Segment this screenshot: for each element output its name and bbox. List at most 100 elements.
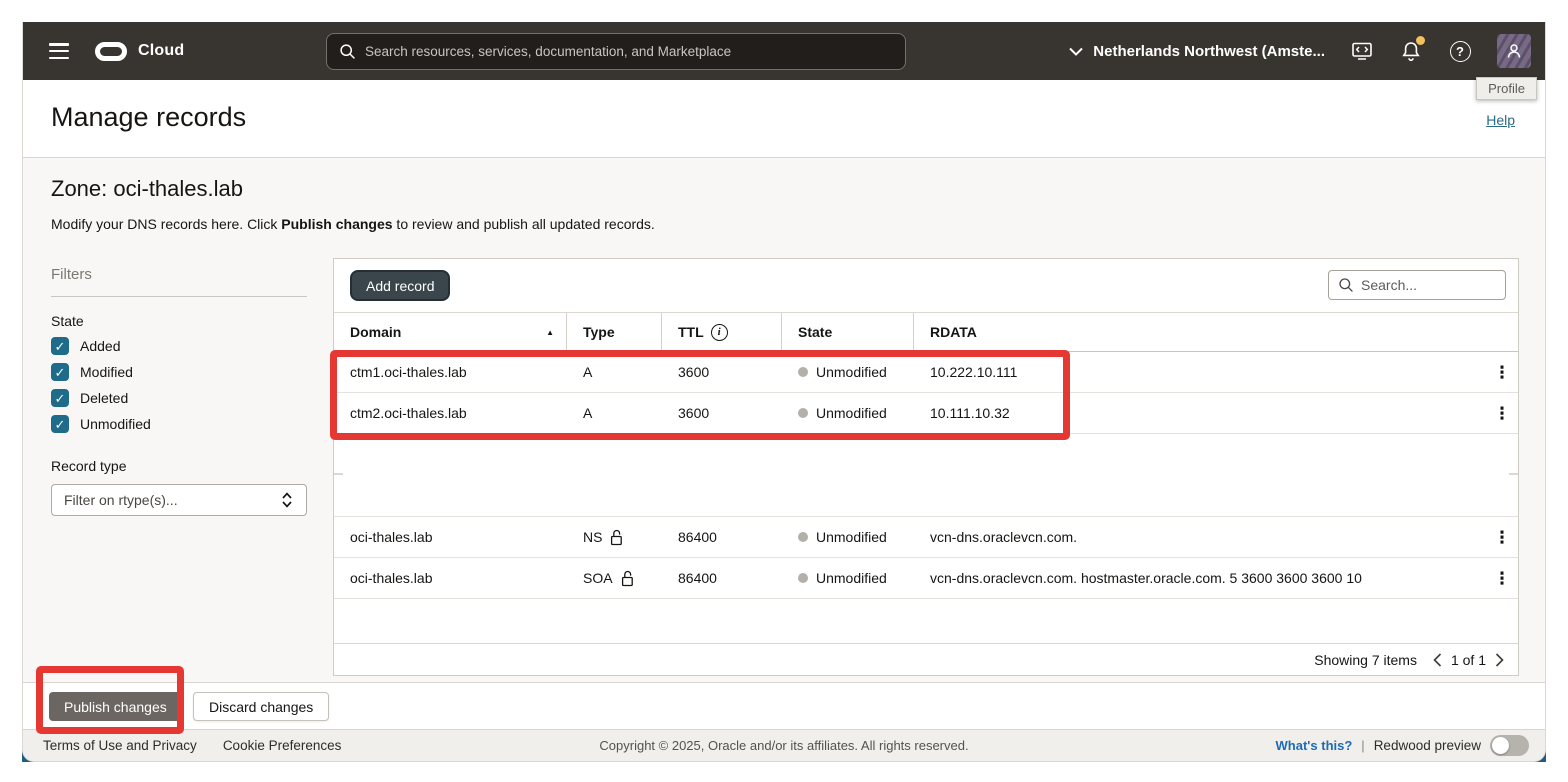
type-label: NS (583, 529, 603, 545)
column-header-ttl[interactable]: TTL i (662, 313, 782, 351)
checkbox-added[interactable]: ✓ Added (51, 337, 307, 355)
cell-rdata: vcn-dns.oraclevcn.com. hostmaster.oracle… (930, 570, 1362, 586)
info-i: i (717, 326, 721, 338)
table-row-soa[interactable]: oci-thales.lab SOA 86400 Unmodified vcn (334, 558, 1518, 599)
select-chevrons-icon (282, 492, 292, 508)
whats-this-link[interactable]: What's this? (1275, 738, 1353, 753)
region-label: Netherlands Northwest (Amste... (1093, 42, 1325, 60)
terms-link[interactable]: Terms of Use and Privacy (43, 738, 197, 753)
chevron-down-icon (1069, 47, 1083, 56)
column-header-domain[interactable]: Domain ▲ (334, 313, 567, 351)
column-header-state[interactable]: State (782, 313, 914, 351)
discard-changes-button[interactable]: Discard changes (193, 692, 330, 721)
cell-type: NS (567, 529, 662, 546)
cell-ttl: 86400 (678, 570, 717, 586)
kebab-icon: ⋮ (1493, 528, 1511, 546)
table-row-ctm1[interactable]: ctm1.oci-thales.lab A 3600 Unmodified 10… (334, 352, 1518, 393)
cell-ttl: 86400 (678, 529, 717, 545)
help-link[interactable]: Help (1486, 112, 1515, 128)
column-label: RDATA (930, 324, 977, 340)
cell-type: SOA (567, 570, 662, 587)
table-search-box[interactable] (1328, 270, 1506, 300)
checkbox-label: Added (80, 338, 121, 354)
checkbox-deleted[interactable]: ✓ Deleted (51, 389, 307, 407)
cell-domain: ctm1.oci-thales.lab (350, 364, 467, 380)
global-search-bar[interactable] (326, 33, 906, 70)
filters-panel: Filters State ✓ Added ✓ Modified ✓ Delet… (51, 266, 307, 433)
app-window: Cloud Netherlands Northwest (Amste... (22, 22, 1546, 762)
table-header-row: Domain ▲ Type TTL i State RDATA (334, 312, 1518, 352)
checkbox-label: Unmodified (80, 416, 151, 432)
toggle-knob (1492, 737, 1509, 754)
cell-type: A (583, 405, 593, 421)
table-pagination: Showing 7 items 1 of 1 (334, 644, 1518, 675)
zone-heading: Zone: oci-thales.lab (51, 176, 243, 201)
table-toolbar: Add record (334, 259, 1518, 312)
records-table: Add record Domain ▲ Type (333, 258, 1519, 676)
record-type-label: Record type (51, 458, 127, 474)
column-header-type[interactable]: Type (567, 313, 662, 351)
sort-asc-icon: ▲ (546, 327, 554, 337)
column-header-actions (1470, 313, 1518, 351)
state-dot (798, 532, 808, 542)
checkbox-modified[interactable]: ✓ Modified (51, 363, 307, 381)
profile-avatar[interactable] (1497, 34, 1531, 68)
row-divider-fragment (1509, 473, 1518, 475)
table-search-input[interactable] (1361, 277, 1496, 293)
lock-icon (620, 570, 635, 587)
record-type-select[interactable]: Filter on rtype(s)... (51, 484, 307, 516)
zone-desc-suffix: to review and publish all updated record… (392, 216, 655, 232)
row-actions-menu[interactable]: ⋮ (1470, 529, 1518, 546)
search-icon (340, 44, 355, 59)
pager-nav: 1 of 1 (1433, 652, 1504, 668)
hamburger-menu-icon[interactable] (49, 43, 69, 59)
cookie-preferences-link[interactable]: Cookie Preferences (222, 738, 342, 753)
top-navigation-bar: Cloud Netherlands Northwest (Amste... (23, 22, 1545, 100)
column-header-rdata[interactable]: RDATA (914, 313, 1470, 351)
table-row-ns[interactable]: oci-thales.lab NS 86400 Unmodified vcn- (334, 517, 1518, 558)
row-actions-menu[interactable]: ⋮ (1470, 570, 1518, 587)
cell-domain: ctm2.oci-thales.lab (350, 405, 467, 421)
state-dot (798, 408, 808, 418)
kebab-icon: ⋮ (1493, 404, 1511, 422)
cell-state: Unmodified (782, 405, 914, 421)
record-type-placeholder: Filter on rtype(s)... (64, 492, 178, 508)
filters-title: Filters (51, 266, 92, 283)
table-row-ctm2[interactable]: ctm2.oci-thales.lab A 3600 Unmodified 10… (334, 393, 1518, 434)
cloud-shell-icon[interactable] (1350, 39, 1374, 63)
action-bar: Publish changes Discard changes (23, 682, 1545, 729)
row-actions-menu[interactable]: ⋮ (1470, 364, 1518, 381)
prev-page-button[interactable] (1433, 652, 1442, 667)
redwood-toggle[interactable] (1490, 735, 1529, 756)
profile-tooltip: Profile (1476, 77, 1537, 100)
state-label: Unmodified (816, 405, 887, 421)
add-record-button[interactable]: Add record (350, 270, 451, 301)
state-label: Unmodified (816, 364, 887, 380)
row-actions-menu[interactable]: ⋮ (1470, 405, 1518, 422)
cell-state: Unmodified (782, 529, 914, 545)
state-label: Unmodified (816, 570, 887, 586)
person-icon (1507, 44, 1521, 58)
items-summary: Showing 7 items (1314, 651, 1417, 668)
help-icon[interactable]: ? (1448, 39, 1472, 63)
column-label: State (798, 324, 833, 340)
type-label: SOA (583, 570, 613, 586)
checkbox-unmodified[interactable]: ✓ Unmodified (51, 415, 307, 433)
publish-changes-button[interactable]: Publish changes (49, 692, 182, 721)
checkbox-label: Deleted (80, 390, 129, 406)
filters-divider (51, 296, 307, 297)
region-selector[interactable]: Netherlands Northwest (Amste... (1069, 43, 1325, 60)
global-search-input[interactable] (365, 44, 893, 59)
lock-icon (609, 529, 624, 546)
state-filter-label: State (51, 313, 84, 329)
next-page-button[interactable] (1495, 652, 1504, 667)
info-icon[interactable]: i (710, 323, 728, 341)
zone-desc-prefix: Modify your DNS records here. Click (51, 216, 282, 232)
column-label: TTL (678, 324, 704, 340)
brand-label: Cloud (138, 42, 185, 59)
notifications-bell-icon[interactable] (1399, 36, 1425, 63)
zone-description: Modify your DNS records here. Click Publ… (51, 216, 655, 232)
cell-domain: oci-thales.lab (350, 529, 433, 545)
notification-dot (1416, 36, 1425, 45)
checkbox-checked-icon: ✓ (51, 415, 69, 433)
